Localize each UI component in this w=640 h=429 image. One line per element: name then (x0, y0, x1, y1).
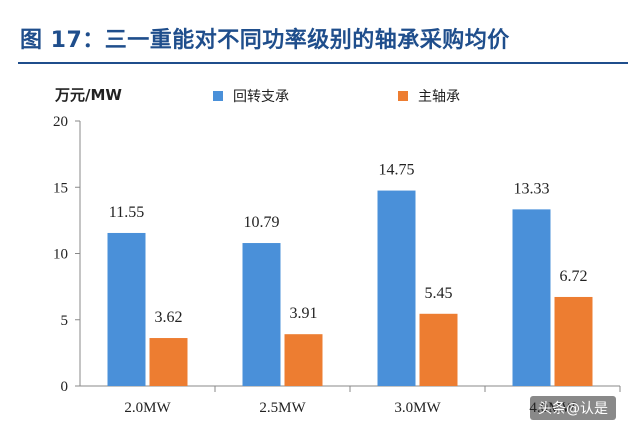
legend-item-main-bearing: 主轴承 (398, 86, 460, 106)
data-label: 6.72 (560, 268, 588, 285)
data-label: 3.91 (290, 305, 318, 322)
data-label: 14.75 (379, 162, 415, 179)
legend-label: 主轴承 (418, 89, 460, 105)
legend-item-slewing-bearing: 回转支承 (213, 86, 289, 106)
bar-main-bearing (284, 334, 323, 386)
y-tick-label: 20 (53, 114, 68, 130)
x-tick-label: 2.0MW (124, 400, 171, 416)
page-title: 图 17：三一重能对不同功率级别的轴承采购均价 (20, 28, 510, 53)
bar-slewing-bearing (107, 232, 146, 386)
y-tick-label: 10 (53, 247, 68, 263)
data-label: 3.62 (155, 309, 183, 326)
data-label: 11.55 (109, 204, 144, 221)
bar-main-bearing (419, 313, 458, 386)
title-divider (18, 62, 628, 64)
watermark: 头条@认是 (530, 396, 616, 420)
bar-slewing-bearing (377, 190, 416, 386)
bar-main-bearing (554, 296, 593, 386)
bar-slewing-bearing (242, 243, 281, 386)
data-label: 10.79 (244, 214, 280, 231)
y-axis-unit-label: 万元/MW (55, 86, 122, 104)
data-label: 5.45 (425, 285, 453, 302)
y-tick-label: 15 (53, 180, 68, 196)
legend-swatch-orange (398, 91, 408, 101)
bar-slewing-bearing (512, 209, 551, 386)
legend-label: 回转支承 (233, 89, 289, 105)
x-tick-label: 2.5MW (259, 400, 306, 416)
y-tick-label: 5 (61, 313, 69, 329)
y-tick-label: 0 (61, 379, 69, 395)
legend-swatch-blue (213, 91, 223, 101)
data-label: 13.33 (514, 180, 550, 197)
x-tick-label: 3.0MW (394, 400, 441, 416)
bar-main-bearing (149, 338, 188, 386)
